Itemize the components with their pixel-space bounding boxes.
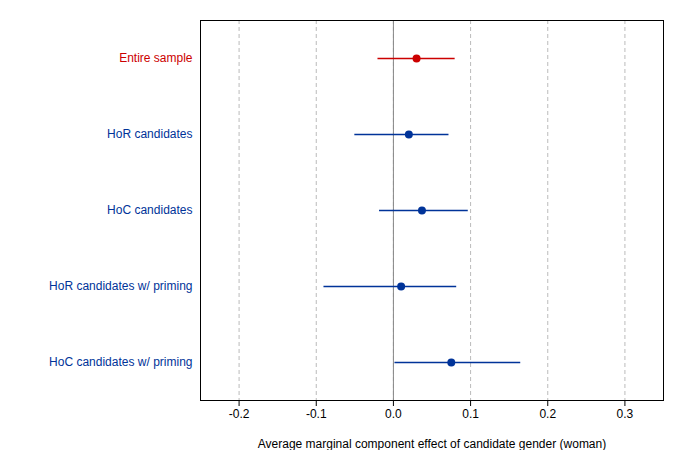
svg-text:0.3: 0.3 — [617, 407, 634, 421]
svg-text:HoC candidates w/ priming: HoC candidates w/ priming — [49, 355, 192, 369]
svg-text:HoR candidates w/ priming: HoR candidates w/ priming — [49, 279, 192, 293]
svg-text:0.2: 0.2 — [539, 407, 556, 421]
svg-text:Entire sample: Entire sample — [119, 51, 193, 65]
svg-text:HoR candidates: HoR candidates — [107, 127, 192, 141]
svg-text:0.0: 0.0 — [385, 407, 402, 421]
svg-text:-0.1: -0.1 — [306, 407, 327, 421]
svg-text:0.1: 0.1 — [462, 407, 479, 421]
svg-text:HoC candidates: HoC candidates — [107, 203, 192, 217]
svg-text:-0.2: -0.2 — [229, 407, 250, 421]
svg-text:Average marginal component eff: Average marginal component effect of can… — [258, 437, 606, 450]
